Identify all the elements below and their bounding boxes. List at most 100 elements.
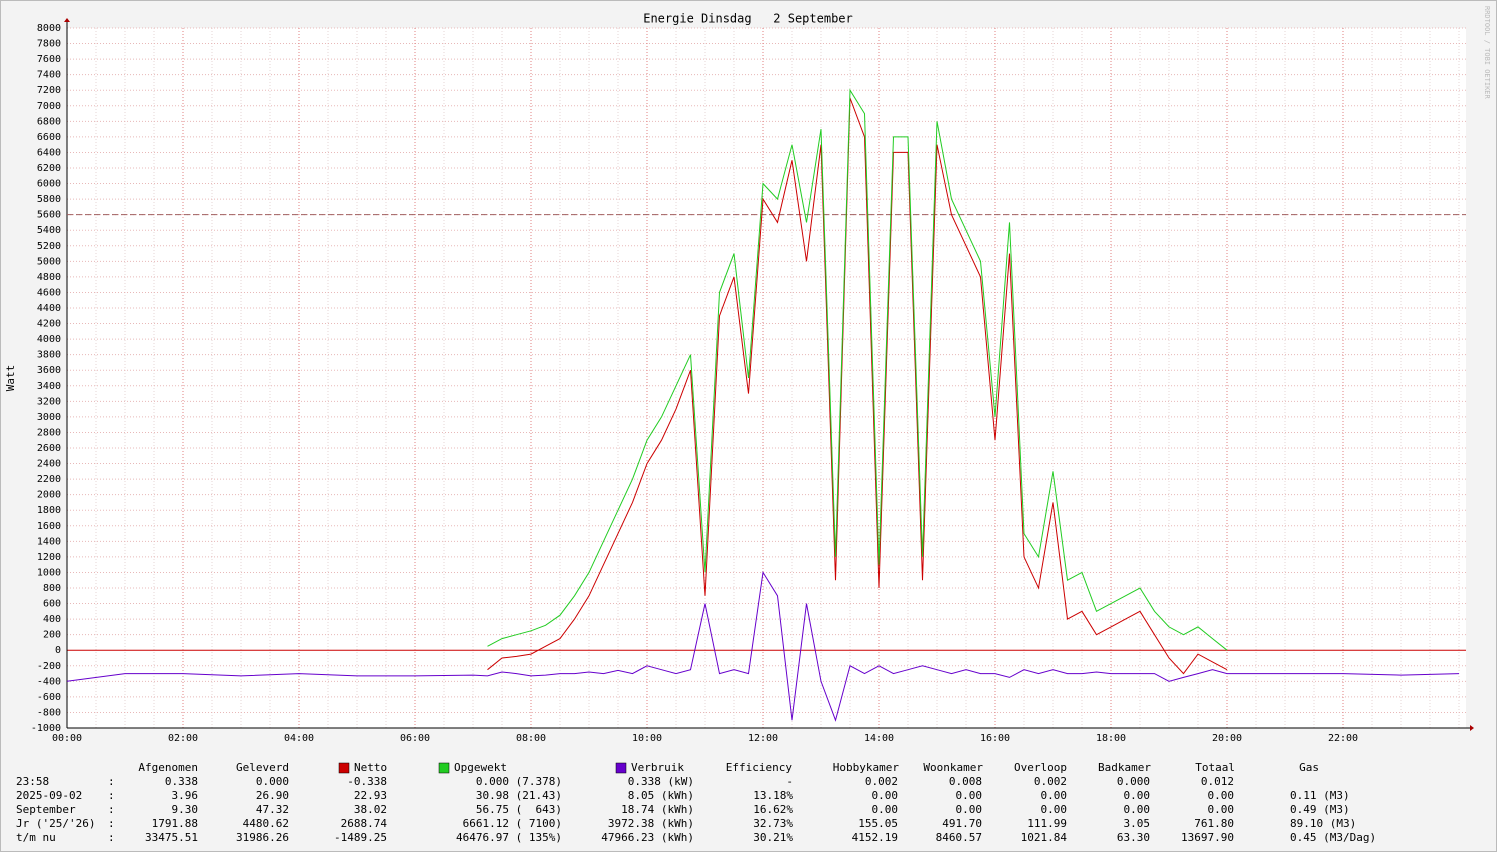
series-line xyxy=(66,570,1460,722)
table-cell: 3.05 xyxy=(1124,817,1151,830)
y-tick-label: 6600 xyxy=(37,132,61,143)
table-cell: 3972.38 (kWh) xyxy=(608,817,694,830)
y-tick-label: 400 xyxy=(43,614,61,625)
table-cell: 33475.51 xyxy=(145,831,198,844)
y-tick-label: 6400 xyxy=(37,147,61,158)
table-cell: 22.93 xyxy=(354,789,387,802)
table-cell: 4152.19 xyxy=(852,831,898,844)
table-cell: Jr ('25/'26) xyxy=(16,817,95,830)
y-tick-label: 6000 xyxy=(37,179,61,190)
y-tick-label: 3400 xyxy=(37,381,61,392)
y-tick-label: 4600 xyxy=(37,287,61,298)
table-cell: 0.49 (M3) xyxy=(1290,803,1350,816)
side-text: RRDTOOL / TOBI OETIKER xyxy=(1483,6,1491,100)
y-tick-label: 4200 xyxy=(37,319,61,330)
table-cell: 0.008 xyxy=(949,775,982,788)
y-tick-label: 6200 xyxy=(37,163,61,174)
table-cell: 0.00 xyxy=(1124,789,1151,802)
legend-swatch xyxy=(438,762,450,774)
x-tick-label: 00:00 xyxy=(52,733,82,744)
table-cell: 0.000 xyxy=(1117,775,1150,788)
table-cell: 0.00 xyxy=(956,803,983,816)
y-tick-label: 1800 xyxy=(37,505,61,516)
plot-area xyxy=(67,28,1466,728)
x-tick-label: 08:00 xyxy=(516,733,546,744)
table-cell: 0.00 xyxy=(956,789,983,802)
y-tick-label: 7000 xyxy=(37,101,61,112)
table-cell: 0.000 (7.378) xyxy=(476,775,562,788)
table-cell: September xyxy=(16,803,76,816)
x-tick-label: 20:00 xyxy=(1212,733,1242,744)
table-cell: 2025-09-02 xyxy=(16,789,82,802)
table-header: Totaal xyxy=(1195,761,1235,774)
y-tick-label: -600 xyxy=(37,692,61,703)
table-cell: 30.98 (21.43) xyxy=(476,789,562,802)
table-cell: 0.012 xyxy=(1201,775,1234,788)
axis-arrow xyxy=(64,18,70,22)
series-line xyxy=(487,88,1228,651)
x-tick-label: 16:00 xyxy=(980,733,1010,744)
x-tick-label: 22:00 xyxy=(1328,733,1358,744)
y-tick-label: 1200 xyxy=(37,552,61,563)
table-cell: 0.002 xyxy=(1034,775,1067,788)
table-cell: 18.74 (kWh) xyxy=(621,803,694,816)
x-tick-label: 18:00 xyxy=(1096,733,1126,744)
table-cell: 9.30 xyxy=(172,803,199,816)
y-tick-label: 3000 xyxy=(37,412,61,423)
y-tick-label: 1000 xyxy=(37,567,61,578)
table-header: Overloop xyxy=(1014,761,1067,774)
y-tick-label: 8000 xyxy=(37,23,61,34)
table-cell: 31986.26 xyxy=(236,831,289,844)
table-cell: : xyxy=(108,817,115,830)
table-cell: 111.99 xyxy=(1027,817,1067,830)
table-cell: : xyxy=(108,831,115,844)
y-tick-label: 6800 xyxy=(37,116,61,127)
table-cell: 0.338 (kW) xyxy=(628,775,694,788)
y-tick-label: 2200 xyxy=(37,474,61,485)
table-cell: 89.10 (M3) xyxy=(1290,817,1356,830)
table-cell: 63.30 xyxy=(1117,831,1150,844)
table-cell: 46476.97 ( 135%) xyxy=(456,831,562,844)
table-cell: 0.00 xyxy=(1041,803,1068,816)
legend-label: Opgewekt xyxy=(454,761,507,774)
table-cell: t/m nu xyxy=(16,831,56,844)
table-cell: 0.00 xyxy=(1208,789,1235,802)
table-cell: 2688.74 xyxy=(341,817,388,830)
axis-arrow xyxy=(1470,725,1474,731)
table-cell: : xyxy=(108,789,115,802)
x-tick-label: 10:00 xyxy=(632,733,662,744)
table-cell: : xyxy=(108,803,115,816)
y-tick-label: 7200 xyxy=(37,85,61,96)
y-tick-label: 2600 xyxy=(37,443,61,454)
y-tick-label: 7800 xyxy=(37,39,61,50)
y-tick-label: 5600 xyxy=(37,210,61,221)
table-cell: 32.73% xyxy=(753,817,793,830)
table-cell: 26.90 xyxy=(256,789,289,802)
chart-title: Energie Dinsdag 2 September xyxy=(643,12,853,26)
legend-swatch xyxy=(338,762,350,774)
y-tick-label: 2800 xyxy=(37,427,61,438)
y-tick-label: 3200 xyxy=(37,396,61,407)
y-tick-label: 1400 xyxy=(37,536,61,547)
legend-label: Verbruik xyxy=(631,761,684,774)
y-tick-label: 4000 xyxy=(37,334,61,345)
table-header: Afgenomen xyxy=(138,761,198,774)
table-cell: 491.70 xyxy=(942,817,982,830)
table-cell: 56.75 ( 643) xyxy=(476,803,562,816)
table-cell: 23:58 xyxy=(16,775,49,788)
table-cell: 13697.90 xyxy=(1181,831,1234,844)
y-tick-label: 0 xyxy=(55,645,61,656)
y-tick-label: 2000 xyxy=(37,490,61,501)
table-header: Gas xyxy=(1299,761,1319,774)
table-cell: 16.62% xyxy=(753,803,793,816)
y-tick-label: -200 xyxy=(37,661,61,672)
table-cell: -0.338 xyxy=(347,775,387,788)
table-cell: 0.00 xyxy=(872,789,899,802)
table-cell: 0.338 xyxy=(165,775,198,788)
table-cell: 47966.23 (kWh) xyxy=(601,831,694,844)
legend-swatch xyxy=(615,762,627,774)
y-tick-label: 5400 xyxy=(37,225,61,236)
table-cell: 38.02 xyxy=(354,803,387,816)
